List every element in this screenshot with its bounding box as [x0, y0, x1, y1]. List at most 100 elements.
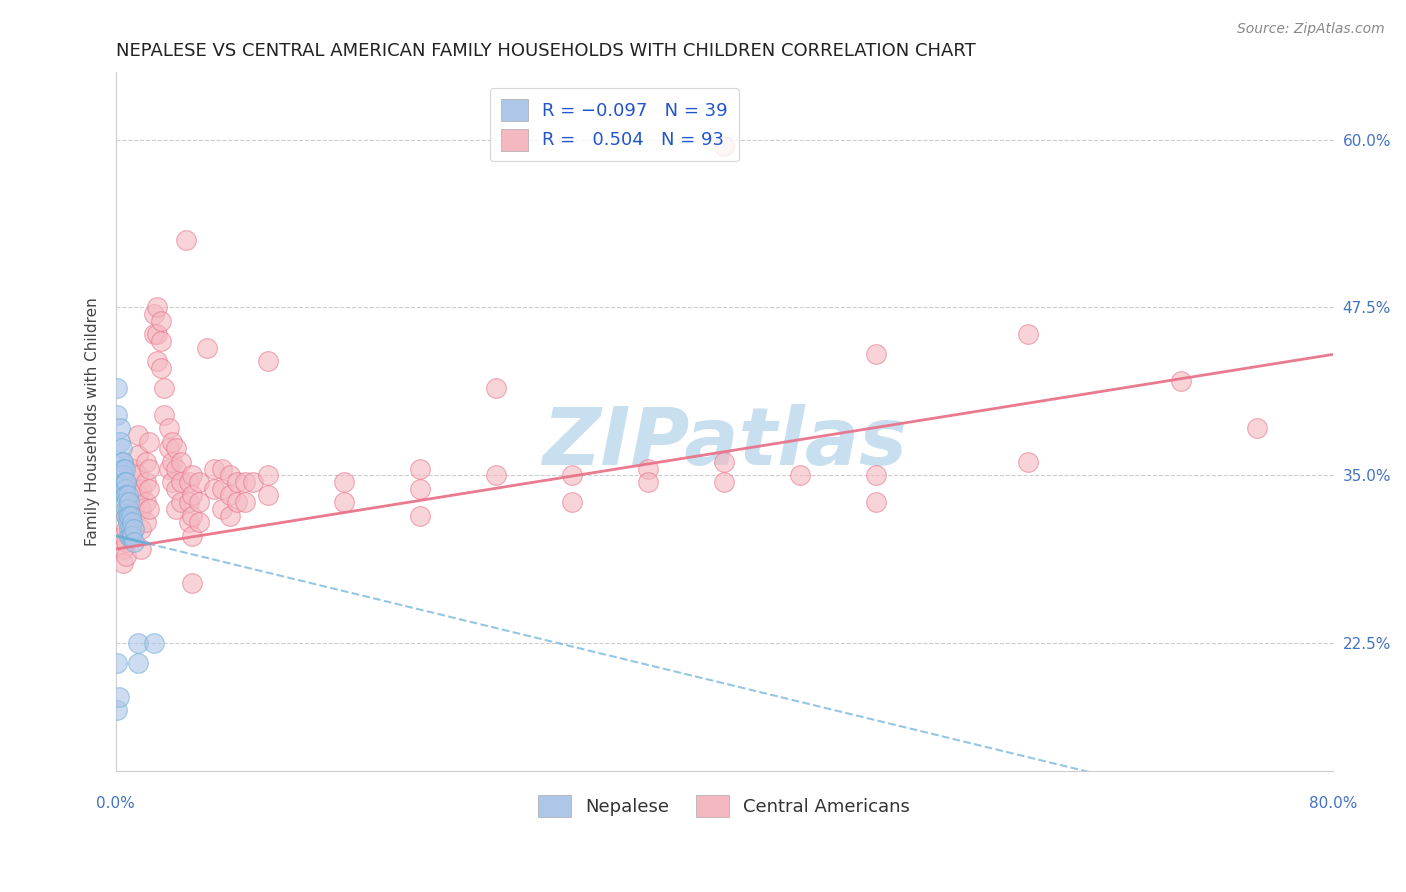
- Point: [118, 495, 141, 509]
- Point: [177, 475, 200, 489]
- Text: 80.0%: 80.0%: [1309, 796, 1357, 811]
- Point: [188, 495, 211, 509]
- Point: [115, 508, 138, 523]
- Point: [233, 475, 256, 489]
- Point: [160, 475, 183, 489]
- Point: [256, 468, 278, 483]
- Point: [256, 488, 278, 502]
- Point: [713, 455, 735, 469]
- Point: [112, 529, 135, 543]
- Point: [211, 461, 233, 475]
- Point: [131, 501, 153, 516]
- Point: [118, 529, 141, 543]
- Point: [233, 495, 256, 509]
- Point: [150, 334, 173, 348]
- Point: [142, 636, 165, 650]
- Point: [122, 522, 145, 536]
- Point: [218, 468, 240, 483]
- Point: [1017, 327, 1039, 342]
- Point: [180, 529, 202, 543]
- Point: [1170, 374, 1192, 388]
- Point: [211, 482, 233, 496]
- Point: [865, 495, 887, 509]
- Point: [135, 495, 157, 509]
- Point: [112, 542, 135, 557]
- Point: [115, 508, 138, 523]
- Point: [138, 482, 160, 496]
- Point: [112, 461, 135, 475]
- Point: [118, 508, 141, 523]
- Point: [138, 461, 160, 475]
- Point: [135, 516, 157, 530]
- Point: [118, 495, 141, 509]
- Point: [142, 327, 165, 342]
- Point: [195, 341, 218, 355]
- Point: [107, 690, 129, 704]
- Point: [111, 442, 134, 456]
- Point: [713, 139, 735, 153]
- Point: [131, 482, 153, 496]
- Point: [165, 461, 187, 475]
- Point: [226, 475, 249, 489]
- Point: [108, 421, 131, 435]
- Point: [865, 468, 887, 483]
- Point: [204, 461, 226, 475]
- Point: [177, 495, 200, 509]
- Point: [121, 529, 143, 543]
- Point: [211, 501, 233, 516]
- Point: [409, 508, 432, 523]
- Point: [180, 508, 202, 523]
- Point: [180, 575, 202, 590]
- Point: [115, 475, 138, 489]
- Point: [218, 508, 240, 523]
- Point: [122, 461, 145, 475]
- Point: [256, 354, 278, 368]
- Point: [135, 455, 157, 469]
- Point: [115, 522, 138, 536]
- Point: [180, 468, 202, 483]
- Point: [865, 347, 887, 361]
- Point: [637, 475, 659, 489]
- Point: [114, 488, 136, 502]
- Point: [115, 488, 138, 502]
- Point: [138, 434, 160, 449]
- Point: [117, 488, 139, 502]
- Point: [333, 495, 356, 509]
- Point: [127, 468, 149, 483]
- Point: [561, 468, 583, 483]
- Point: [122, 482, 145, 496]
- Point: [165, 442, 187, 456]
- Point: [180, 488, 202, 502]
- Text: ZIPatlas: ZIPatlas: [541, 403, 907, 482]
- Point: [117, 516, 139, 530]
- Point: [118, 529, 141, 543]
- Point: [204, 482, 226, 496]
- Point: [105, 657, 128, 671]
- Point: [122, 501, 145, 516]
- Point: [118, 522, 141, 536]
- Point: [188, 475, 211, 489]
- Point: [165, 501, 187, 516]
- Point: [138, 501, 160, 516]
- Point: [117, 501, 139, 516]
- Point: [114, 475, 136, 489]
- Text: NEPALESE VS CENTRAL AMERICAN FAMILY HOUSEHOLDS WITH CHILDREN CORRELATION CHART: NEPALESE VS CENTRAL AMERICAN FAMILY HOUS…: [115, 42, 976, 60]
- Point: [409, 482, 432, 496]
- Point: [165, 482, 187, 496]
- Point: [485, 381, 508, 395]
- Point: [218, 488, 240, 502]
- Point: [120, 508, 142, 523]
- Point: [1017, 455, 1039, 469]
- Point: [226, 495, 249, 509]
- Point: [177, 516, 200, 530]
- Point: [114, 461, 136, 475]
- Point: [127, 657, 149, 671]
- Point: [127, 448, 149, 462]
- Point: [127, 488, 149, 502]
- Point: [170, 475, 193, 489]
- Point: [114, 482, 136, 496]
- Point: [153, 381, 176, 395]
- Point: [131, 522, 153, 536]
- Point: [108, 434, 131, 449]
- Point: [409, 461, 432, 475]
